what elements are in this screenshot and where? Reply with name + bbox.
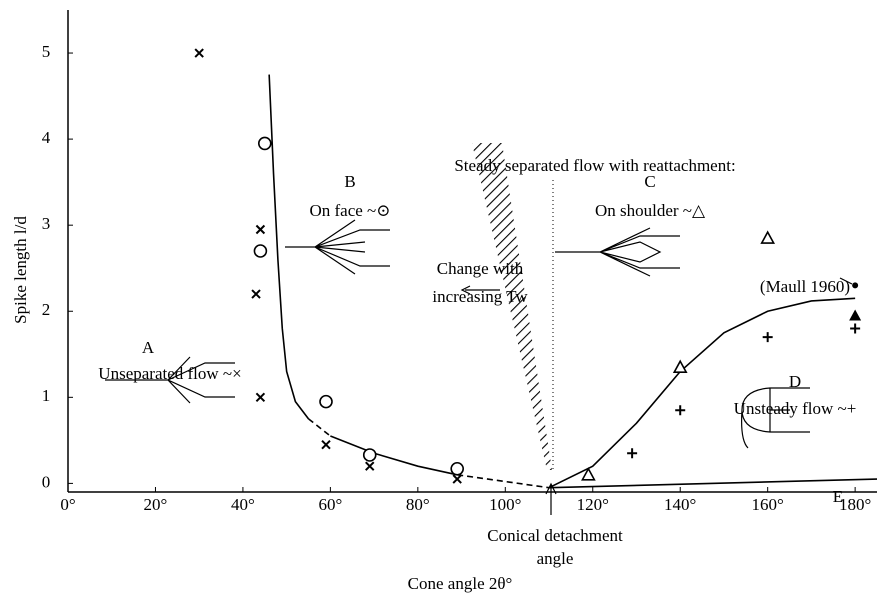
curve	[268, 74, 310, 420]
cross-marker	[255, 392, 266, 403]
circle-marker	[362, 448, 377, 462]
filled-triangle-marker	[849, 309, 862, 321]
plus-marker	[675, 405, 686, 416]
dot-marker	[852, 282, 859, 289]
sketch-d	[741, 387, 810, 449]
annotation: On shoulder ~△	[595, 201, 706, 220]
cross-marker	[255, 224, 266, 235]
x-tick-label: 60°	[318, 495, 342, 514]
circle-marker	[319, 394, 333, 409]
cross-marker	[321, 439, 331, 450]
annotation: Unseparated flow ~×	[98, 364, 241, 383]
x-tick-label: 80°	[406, 495, 430, 514]
annotation: A	[142, 338, 155, 357]
circle-marker	[450, 461, 464, 476]
curve	[457, 473, 550, 489]
triangle-marker	[760, 230, 776, 244]
annotation: B	[344, 172, 355, 191]
annotation: increasing Tw	[432, 287, 528, 306]
annotation: Steady separated flow with reattachment:	[454, 156, 735, 175]
annotation: Change with	[437, 259, 524, 278]
y-tick-label: 0	[42, 472, 51, 491]
sketch-b	[285, 219, 390, 275]
curve	[548, 297, 856, 489]
annotation: Conical detachment	[487, 526, 623, 545]
y-tick-label: 4	[42, 128, 51, 147]
change-arrow	[460, 285, 500, 295]
annotation: angle	[537, 549, 574, 568]
cross-marker	[194, 48, 204, 58]
sketch-a	[105, 356, 235, 404]
x-tick-label: 160°	[752, 495, 784, 514]
hatched-region	[472, 143, 552, 470]
maull-arrow	[839, 277, 853, 285]
circle-marker	[257, 136, 272, 151]
circle-marker	[253, 244, 268, 258]
y-tick-label: 1	[42, 386, 51, 405]
y-tick-label: 2	[42, 300, 51, 319]
plus-marker	[850, 323, 861, 334]
curve	[308, 418, 331, 437]
triangle-marker	[581, 467, 596, 481]
x-tick-label: 20°	[144, 495, 168, 514]
x-tick-label: 120°	[577, 495, 609, 514]
curve	[330, 435, 458, 476]
x-axis-title: Cone angle 2θ°	[408, 574, 513, 593]
cross-marker	[251, 289, 261, 299]
annotation: On face ~⊙	[309, 201, 390, 220]
annotation: D	[789, 372, 801, 391]
plus-marker	[627, 448, 638, 459]
x-tick-label: 40°	[231, 495, 255, 514]
curve	[549, 478, 878, 489]
triangle-marker	[672, 359, 688, 373]
x-tick-label: 180°	[839, 495, 871, 514]
y-axis-title: Spike length l/d	[11, 216, 30, 324]
plus-marker	[762, 332, 773, 343]
cross-marker	[365, 461, 375, 471]
annotation: E	[833, 487, 843, 506]
annotation: Unsteady flow ~+	[734, 399, 857, 418]
y-tick-label: 5	[42, 42, 51, 61]
annotation: (Maull 1960)	[760, 277, 850, 296]
x-tick-label: 0°	[60, 495, 75, 514]
x-tick-label: 100°	[489, 495, 521, 514]
annotation: C	[644, 172, 655, 191]
x-tick-label: 140°	[664, 495, 696, 514]
cross-marker	[452, 474, 462, 484]
y-tick-label: 3	[42, 214, 51, 233]
sketch-c	[555, 227, 680, 277]
detachment-arrow	[545, 482, 557, 515]
